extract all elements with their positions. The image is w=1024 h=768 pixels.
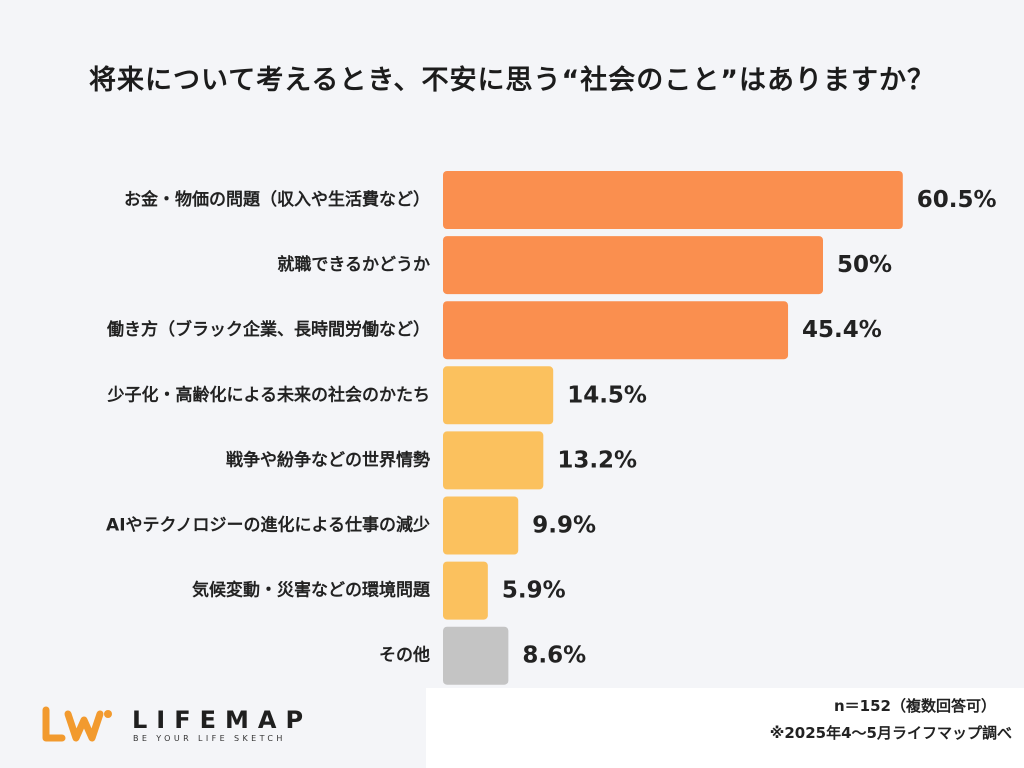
category-label: お金・物価の問題（収入や生活費など） — [124, 189, 430, 210]
category-label: AIやテクノロジーの進化による仕事の減少 — [106, 515, 430, 536]
source-note: ※2025年4～5月ライフマップ調べ — [769, 724, 1012, 742]
value-label: 13.2% — [557, 447, 637, 473]
value-label: 8.6% — [522, 643, 586, 669]
lifemap-logo-tagline: BE YOUR LIFE SKETCH — [133, 734, 286, 743]
chart-title: 将来について考えるとき、不安に思う“社会のこと”はありますか？ — [89, 65, 935, 96]
bar — [443, 236, 823, 295]
sample-size-note: n＝152（複数回答可） — [834, 697, 996, 715]
bar — [443, 496, 519, 555]
bar — [443, 626, 509, 685]
bar-chart: お金・物価の問題（収入や生活費など） 60.5% 就職できるかどうか 50% 働き方（ブ… — [106, 171, 997, 685]
category-label: 気候変動・災害などの環境問題 — [191, 580, 431, 601]
category-label: 就職できるかどうか — [277, 254, 430, 275]
footer-note-panel — [426, 688, 1024, 768]
lifemap-logo: LIFEMAP BE YOUR LIFE SKETCH — [40, 706, 340, 746]
value-label: 14.5% — [567, 382, 647, 408]
lifemap-logo-icon — [42, 706, 112, 742]
lifemap-logo-wordmark: LIFEMAP — [132, 706, 313, 734]
category-label: 戦争や紛争などの世界情勢 — [226, 449, 430, 470]
bar — [443, 366, 554, 425]
bar — [443, 431, 544, 490]
value-label: 9.9% — [532, 513, 596, 539]
bar — [443, 171, 903, 229]
value-label: 5.9% — [502, 578, 566, 604]
category-label: その他 — [379, 645, 430, 666]
bar — [443, 561, 488, 620]
category-label: 働き方（ブラック企業、長時間労働など） — [106, 319, 430, 340]
value-label: 45.4% — [802, 317, 882, 343]
value-label: 50% — [837, 252, 892, 278]
value-label: 60.5% — [917, 187, 997, 213]
category-label: 少子化・高齢化による未来の社会のかたち — [107, 384, 431, 405]
bar — [443, 301, 789, 360]
